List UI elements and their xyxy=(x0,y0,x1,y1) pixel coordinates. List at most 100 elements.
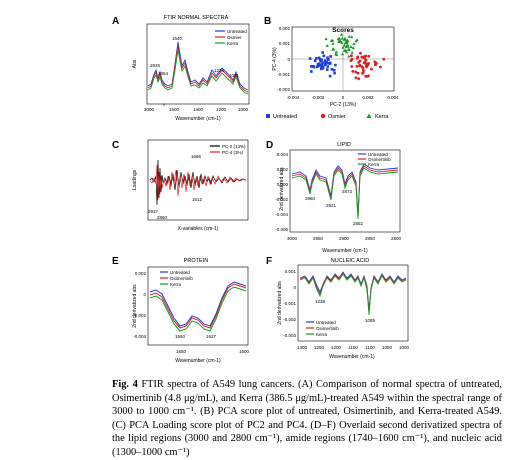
panel-e-letter: E xyxy=(112,256,119,267)
peak-label: 1085 xyxy=(365,318,376,323)
panel-f-ytick: -0.003 xyxy=(283,333,296,338)
peak-label: 1640 xyxy=(172,36,183,41)
panel-e-ytick: 0.002 xyxy=(135,271,147,276)
score-point-osimertinib xyxy=(355,57,359,60)
score-point-kerra xyxy=(350,35,354,39)
panel-b-letter: B xyxy=(264,16,271,27)
score-point-untreated xyxy=(316,64,320,68)
score-point-kerra xyxy=(342,43,346,47)
score-point-osimertinib xyxy=(365,74,369,78)
panel-f-ytick: -0.001 xyxy=(283,301,296,306)
panel-f-frame xyxy=(297,264,409,342)
panel-a-xtick: 1400 xyxy=(193,107,204,112)
score-point-kerra xyxy=(336,37,340,41)
legend-label: Osimertinib xyxy=(170,276,193,281)
score-point-osimertinib xyxy=(367,54,371,58)
score-point-osimertinib xyxy=(351,70,355,73)
spectrum-kerra xyxy=(299,273,407,316)
score-point-osimertinib xyxy=(370,67,373,71)
score-point-kerra xyxy=(341,45,345,49)
panel-d-legend: Untreated Osimertinib Kerra xyxy=(358,152,391,167)
peak-label: 1650 xyxy=(175,334,186,339)
score-point-kerra xyxy=(343,37,347,41)
panel-b-xtick: -0.004 xyxy=(287,95,300,100)
panel-a-title: FTIR NORMAL SPECTRA xyxy=(164,15,229,21)
score-point-osimertinib xyxy=(357,61,361,64)
caption-text: FTIR spectra of A549 lung cancers. (A) C… xyxy=(112,379,502,458)
panel-b-xtick: 0.002 xyxy=(362,95,374,100)
panel-d-ytick: 0.002 xyxy=(277,167,289,172)
panel-c-legend: PC-2 (13%) PC-4 (3%) xyxy=(210,144,246,155)
panel-a-frame xyxy=(146,23,250,105)
panel-d-xtick: 2800 xyxy=(391,236,402,241)
peak-label: 2960 xyxy=(305,196,316,201)
legend-label: Untreated xyxy=(170,270,190,275)
legend-label: Osmier xyxy=(328,114,346,120)
score-point-kerra xyxy=(334,50,338,54)
panel-c-xlabel: X-variables (cm-1) xyxy=(178,226,219,232)
score-point-osimertinib xyxy=(354,70,358,74)
score-point-untreated xyxy=(329,55,332,58)
panel-e-title: PROTEIN xyxy=(184,258,208,264)
panel-f-ytick: -0.002 xyxy=(283,317,296,322)
axis-break-mark: // xyxy=(163,102,166,107)
score-point-untreated xyxy=(327,62,330,65)
spectrum-untreated xyxy=(147,41,249,91)
score-point-untreated xyxy=(318,57,322,61)
score-point-untreated xyxy=(308,57,312,60)
score-point-osimertinib xyxy=(359,51,362,55)
panel-f-ytick: 0.001 xyxy=(285,269,297,274)
scores-points xyxy=(308,32,386,81)
score-point-kerra xyxy=(341,52,345,56)
score-point-kerra xyxy=(342,49,347,52)
peak-label: 1627 xyxy=(206,334,217,339)
panel-b-ytick: -0.002 xyxy=(277,87,290,92)
legend-label: Kerra xyxy=(316,332,328,337)
score-point-kerra xyxy=(347,54,351,58)
legend-label: Untreated xyxy=(227,29,247,34)
legend-marker-kerra xyxy=(366,113,372,118)
peak-label: 2873 xyxy=(342,189,353,194)
panel-b-ytick: 0.002 xyxy=(279,26,291,31)
score-point-untreated xyxy=(332,69,336,72)
panel-b-ytick: 0 xyxy=(287,57,290,62)
score-point-osimertinib xyxy=(350,54,353,58)
score-point-kerra xyxy=(346,43,350,47)
score-point-untreated xyxy=(312,65,316,69)
score-point-kerra xyxy=(345,50,349,54)
score-point-kerra xyxy=(350,50,354,54)
score-point-kerra xyxy=(335,53,339,57)
panel-a-xtick: 1200 xyxy=(216,107,227,112)
peak-label: 2921 xyxy=(326,203,337,208)
panel-f-xtick: 1000 xyxy=(399,345,410,350)
peak-label: 1666 xyxy=(191,154,202,159)
panel-f-xtick: 1150 xyxy=(348,345,358,350)
legend-label: Kerra xyxy=(375,114,389,120)
panel-c: C Loadings X-variables (cm-1) 1666 1612 … xyxy=(112,139,249,232)
score-point-kerra xyxy=(325,44,329,47)
peak-label: 1612 xyxy=(192,197,203,202)
peak-label: 2925 xyxy=(150,63,161,68)
panel-c-ylabel: Loadings xyxy=(132,169,138,190)
peak-label: 1238 xyxy=(315,299,326,304)
legend-label: Kerra xyxy=(170,282,182,287)
score-point-kerra xyxy=(346,47,350,51)
spectrum-osimertinib xyxy=(147,45,249,93)
panel-f-letter: F xyxy=(266,256,272,267)
score-point-osimertinib xyxy=(350,65,354,68)
panel-f-xtick: 1100 xyxy=(365,345,375,350)
panel-e-ytick: -0.004 xyxy=(133,334,146,339)
score-point-untreated xyxy=(309,65,313,68)
peak-label: 2917 xyxy=(148,209,159,214)
score-point-untreated xyxy=(319,63,323,66)
loading-pc4 xyxy=(149,164,247,201)
panel-d-letter: D xyxy=(266,140,273,151)
score-point-untreated xyxy=(330,68,334,71)
score-point-osimertinib xyxy=(350,57,354,61)
score-point-untreated xyxy=(328,62,332,65)
score-point-untreated xyxy=(334,63,337,67)
score-point-osimertinib xyxy=(357,77,361,81)
score-point-osimertinib xyxy=(361,55,365,59)
score-point-untreated xyxy=(326,56,329,59)
score-point-untreated xyxy=(321,51,324,54)
